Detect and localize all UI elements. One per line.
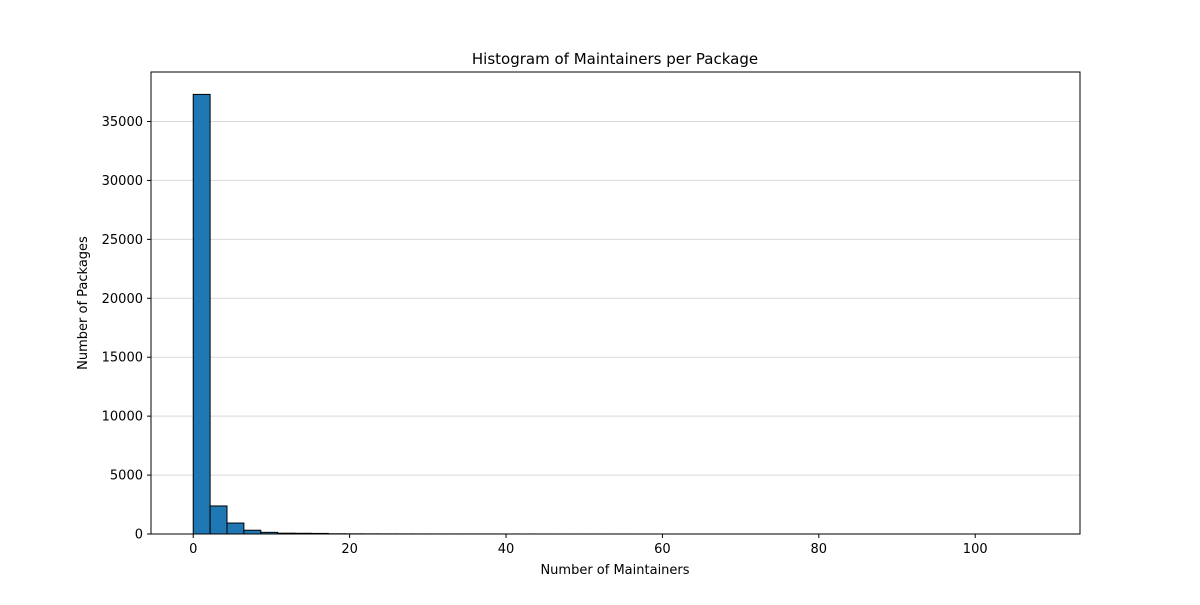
y-tick-label: 35000 <box>102 115 143 130</box>
x-tick-label: 40 <box>498 542 515 557</box>
y-tick-label: 0 <box>135 528 143 543</box>
y-tick-label: 10000 <box>102 410 143 425</box>
x-tick-label: 20 <box>341 542 358 557</box>
x-tick-label: 100 <box>963 542 988 557</box>
y-tick-label: 5000 <box>110 469 143 484</box>
histogram-bar <box>244 530 261 534</box>
axes-frame <box>151 72 1080 534</box>
x-tick-label: 80 <box>811 542 828 557</box>
y-tick-label: 25000 <box>102 233 143 248</box>
y-tick-label: 20000 <box>102 292 143 307</box>
chart-title: Histogram of Maintainers per Package <box>472 50 758 68</box>
histogram-bar <box>210 506 227 534</box>
histogram-bar <box>227 523 244 534</box>
x-axis-label: Number of Maintainers <box>540 563 689 578</box>
x-tick-label: 60 <box>654 542 671 557</box>
histogram-bar <box>193 94 210 534</box>
x-tick-label: 0 <box>189 542 197 557</box>
y-tick-label: 30000 <box>102 174 143 189</box>
y-tick-label: 15000 <box>102 351 143 366</box>
y-axis-label: Number of Packages <box>76 236 91 370</box>
